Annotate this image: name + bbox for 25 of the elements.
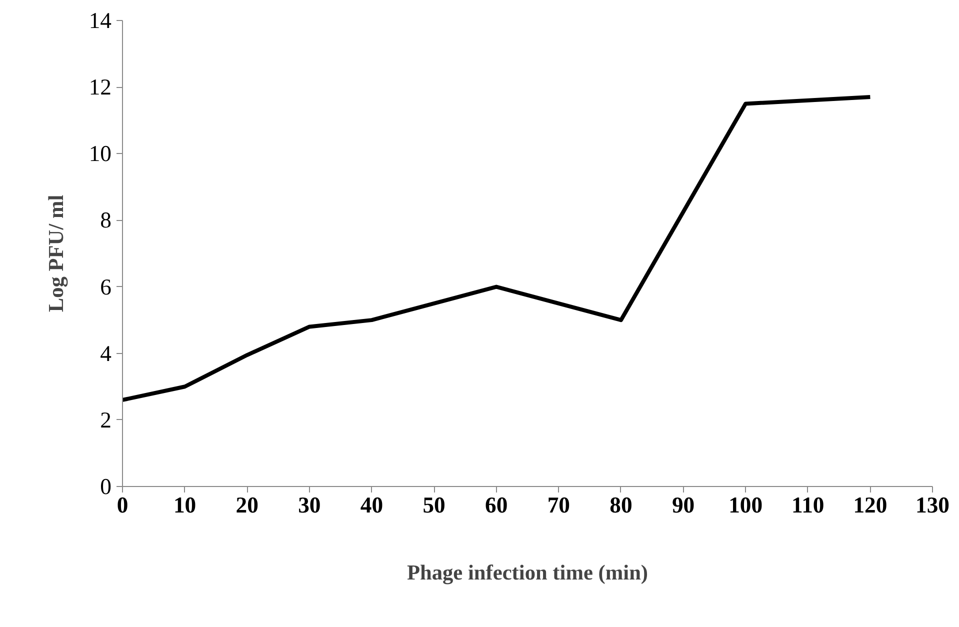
y-tick-label: 0 (100, 474, 112, 499)
x-tick-label: 130 (916, 492, 950, 518)
y-tick-label: 14 (88, 8, 112, 33)
y-axis-title: Log PFU/ ml (44, 194, 68, 312)
x-tick-label: 0 (116, 492, 128, 518)
y-tick-label: 6 (100, 274, 112, 300)
x-tick-label: 60 (485, 492, 508, 518)
x-tick-label: 90 (672, 492, 695, 518)
y-tick-label: 10 (88, 141, 112, 166)
x-tick-label: 100 (728, 492, 763, 518)
x-tick-label: 30 (298, 492, 321, 518)
x-tick-label: 40 (360, 492, 384, 518)
y-tick-label: 4 (100, 340, 112, 366)
x-tick-label: 80 (610, 492, 632, 518)
x-tick-label: 50 (422, 492, 446, 518)
x-tick-label: 120 (853, 492, 888, 518)
y-tick-label: 8 (100, 208, 112, 233)
x-tick-label: 70 (547, 492, 570, 518)
x-tick-label: 110 (792, 492, 824, 518)
x-tick-label: 20 (236, 492, 258, 518)
y-tick-label: 12 (88, 74, 112, 100)
x-axis-title: Phage infection time (min) (406, 560, 648, 584)
line-series (122, 95, 872, 402)
y-tick-label: 2 (100, 407, 112, 432)
x-tick-label: 10 (173, 492, 196, 518)
